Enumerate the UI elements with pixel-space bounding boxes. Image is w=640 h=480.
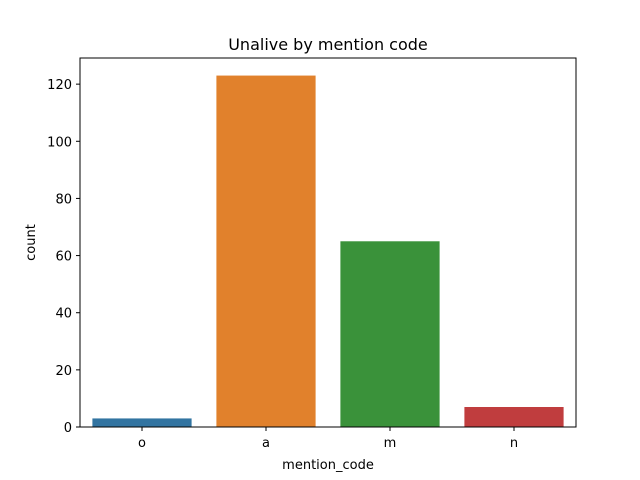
- x-tick-label: n: [510, 436, 518, 451]
- y-tick-label: 80: [55, 192, 72, 207]
- x-tick-label: m: [384, 436, 397, 451]
- plot-area: o a m n 0 20 40 60 80 100 120: [47, 75, 564, 451]
- bar-a: [216, 75, 316, 428]
- x-tick-label: o: [138, 436, 146, 451]
- y-tick-label: 40: [55, 307, 72, 322]
- y-tick-label: 20: [55, 364, 72, 379]
- chart-title: Unalive by mention code: [228, 35, 428, 54]
- bar-n: [464, 407, 564, 427]
- bar-m: [340, 241, 440, 427]
- bar-o: [92, 418, 192, 427]
- y-axis-label: count: [24, 224, 39, 261]
- x-axis-label: mention_code: [282, 458, 374, 473]
- y-tick-label: 0: [64, 421, 72, 436]
- plot-frame: [79, 57, 577, 428]
- y-tick-label: 60: [55, 250, 72, 265]
- x-tick-label: a: [262, 436, 270, 451]
- y-tick-label: 100: [47, 135, 72, 150]
- y-tick-label: 120: [47, 78, 72, 93]
